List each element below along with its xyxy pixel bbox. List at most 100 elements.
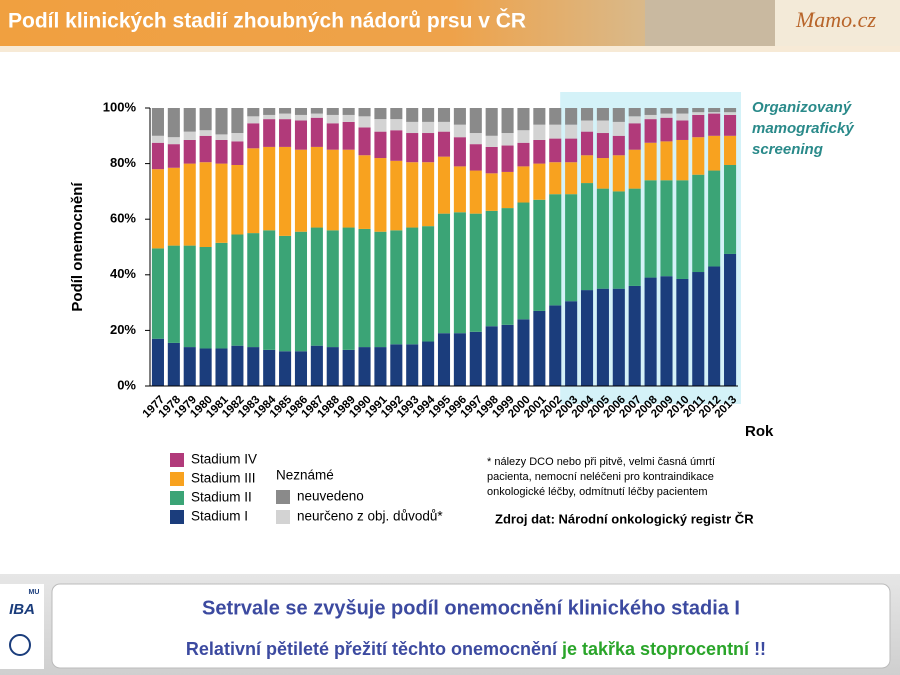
bar-segment	[580, 183, 594, 291]
bar-segment	[517, 142, 530, 167]
bar-segment	[580, 290, 594, 386]
bar-segment	[676, 108, 689, 114]
bar-segment	[406, 162, 419, 228]
bar-segment	[692, 272, 705, 386]
bar-segment	[708, 108, 721, 113]
message-line-1: Setrvale se zvyšuje podíl onemocnění kli…	[202, 597, 740, 619]
legend-group-title: Neznámé	[276, 468, 334, 483]
bar-segment	[247, 233, 260, 348]
bar-segment	[644, 180, 657, 278]
bar-segment	[358, 155, 371, 229]
bar-segment	[692, 108, 705, 113]
bar-segment	[199, 247, 212, 349]
highlight-label: screening	[752, 141, 823, 158]
bar-segment	[310, 146, 323, 228]
bar-segment	[517, 202, 530, 320]
bar-segment	[342, 149, 355, 228]
bar-segment	[437, 156, 451, 214]
bar-segment	[485, 173, 498, 211]
bar-segment	[215, 348, 228, 386]
bar-segment	[485, 326, 498, 386]
bar-segment	[469, 133, 482, 145]
bar-segment	[247, 123, 260, 149]
bar-segment	[533, 124, 546, 140]
bar-segment	[183, 131, 196, 140]
bar-segment	[294, 108, 308, 115]
bar-segment	[231, 234, 244, 346]
bar-segment	[263, 230, 276, 350]
bar-segment	[183, 245, 196, 348]
bar-segment	[501, 171, 514, 209]
bar-segment	[612, 155, 625, 192]
bar-segment	[580, 108, 594, 121]
message-box	[51, 583, 891, 669]
bar-segment	[263, 146, 276, 231]
bar-segment	[644, 114, 657, 120]
legend-swatch	[170, 472, 184, 486]
highlight-label: Organizovaný	[752, 99, 852, 116]
bar-segment	[167, 144, 180, 168]
bar-segment	[612, 121, 625, 136]
header-decor	[645, 0, 775, 46]
bar-segment	[565, 162, 578, 195]
bar-segment	[580, 155, 594, 184]
bar-segment	[660, 117, 673, 142]
header-bar	[0, 0, 645, 46]
bar-segment	[231, 164, 244, 235]
bar-segment	[453, 166, 466, 213]
bar-segment	[485, 210, 498, 327]
bar-segment	[676, 139, 689, 181]
bar-segment	[326, 114, 339, 124]
bar-segment	[167, 245, 180, 343]
bar-segment	[549, 305, 562, 386]
bar-segment	[453, 108, 466, 125]
logo: Mamo.cz	[795, 7, 876, 32]
bar-segment	[596, 108, 609, 121]
bar-segment	[533, 310, 546, 386]
bar-segment	[374, 119, 387, 132]
y-tick-label: 0%	[117, 377, 136, 392]
bar-segment	[612, 288, 625, 386]
bar-segment	[326, 230, 339, 348]
bar-segment	[167, 342, 180, 386]
bar-segment	[580, 120, 594, 132]
bar-segment	[151, 135, 164, 143]
bar-segment	[708, 266, 721, 386]
bar-segment	[517, 108, 530, 131]
bar-segment	[310, 113, 323, 118]
bar-segment	[517, 130, 530, 143]
bar-segment	[644, 108, 657, 115]
bar-segment	[151, 142, 164, 170]
bar-segment	[294, 149, 308, 232]
bar-segment	[692, 112, 705, 115]
bar-segment	[453, 333, 466, 386]
bar-segment	[183, 347, 196, 386]
bar-segment	[660, 141, 673, 181]
footnote: pacienta, nemocní neléčeni pro kontraind…	[487, 471, 714, 483]
bar-segment	[660, 276, 673, 386]
bar-segment	[501, 324, 514, 386]
bar-segment	[596, 158, 609, 189]
bar-segment	[406, 121, 419, 134]
bar-segment	[231, 133, 244, 142]
bar-segment	[549, 124, 562, 139]
bar-segment	[453, 124, 466, 138]
bar-segment	[294, 120, 308, 150]
bar-segment	[628, 108, 641, 117]
y-tick-label: 100%	[103, 99, 137, 114]
bar-segment	[326, 108, 339, 115]
bar-segment	[724, 114, 737, 136]
bar-segment	[390, 160, 403, 231]
bar-segment	[279, 108, 292, 114]
bar-segment	[151, 338, 164, 386]
bar-segment	[485, 135, 498, 147]
bar-segment	[231, 141, 244, 165]
message-part: Relativní pětileté přežití těchto onemoc…	[186, 639, 562, 659]
bar-segment	[660, 113, 673, 118]
bar-segment	[279, 146, 292, 236]
bar-segment	[708, 170, 721, 267]
bar-segment	[724, 164, 737, 254]
bar-segment	[612, 135, 625, 156]
bar-segment	[724, 135, 737, 165]
